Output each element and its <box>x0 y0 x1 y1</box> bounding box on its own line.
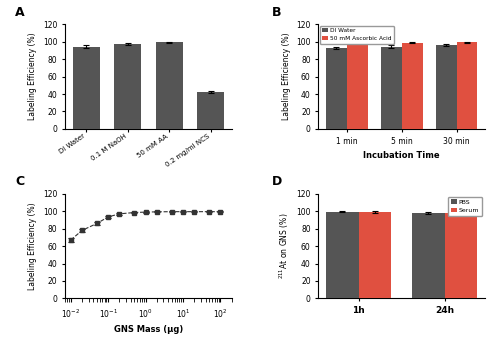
Bar <box>156 42 182 129</box>
Bar <box>358 212 392 298</box>
Y-axis label: Labeling Efficiency (%): Labeling Efficiency (%) <box>28 33 38 120</box>
Bar <box>197 92 224 129</box>
Bar <box>347 42 368 129</box>
Bar <box>456 42 477 129</box>
Y-axis label: $^{211}$At on GNS (%): $^{211}$At on GNS (%) <box>277 213 290 279</box>
Bar <box>436 45 456 129</box>
Text: A: A <box>15 6 24 19</box>
X-axis label: GNS Mass (µg): GNS Mass (µg) <box>114 325 183 335</box>
Y-axis label: Labeling Efficiency (%): Labeling Efficiency (%) <box>282 33 290 120</box>
Bar <box>412 213 444 298</box>
Bar <box>72 46 100 129</box>
X-axis label: Incubation Time: Incubation Time <box>364 151 440 160</box>
Bar <box>402 43 422 129</box>
Text: C: C <box>15 176 24 188</box>
Bar <box>381 46 402 129</box>
Bar <box>326 212 358 298</box>
Text: B: B <box>272 6 281 19</box>
Text: D: D <box>272 176 282 188</box>
Y-axis label: Labeling Efficiency (%): Labeling Efficiency (%) <box>28 202 38 290</box>
Bar <box>444 212 478 298</box>
Legend: PBS, Serum: PBS, Serum <box>448 197 482 216</box>
Bar <box>114 44 141 129</box>
Legend: DI Water, 50 mM Ascorbic Acid: DI Water, 50 mM Ascorbic Acid <box>320 26 394 44</box>
Bar <box>326 48 347 129</box>
